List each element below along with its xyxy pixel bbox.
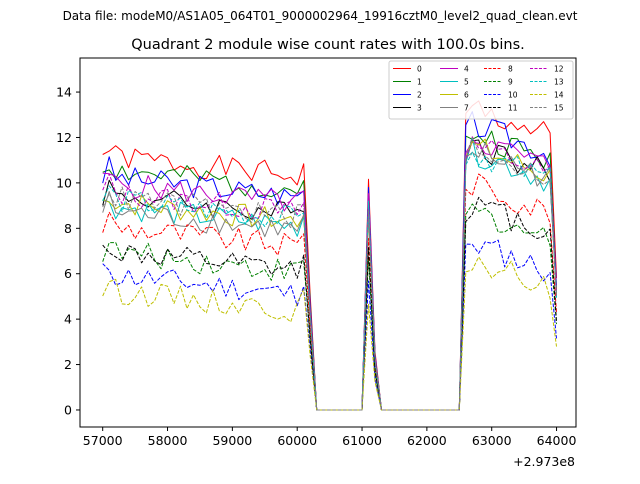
legend-label-1: 1: [417, 78, 422, 87]
series-line-14: [102, 256, 557, 411]
x-tick-label: 58000: [148, 433, 188, 448]
x-tick-label: 64000: [537, 433, 577, 448]
x-offset-label: +2.973e8: [513, 454, 575, 469]
y-tick-label: 4: [64, 312, 72, 327]
figure-suptitle: Data file: modeM0/AS1A05_064T01_90000029…: [63, 9, 578, 23]
chart-title: Quadrant 2 module wise count rates with …: [131, 37, 525, 53]
legend-label-13: 13: [554, 78, 564, 87]
series-line-5: [102, 137, 557, 411]
legend-label-2: 2: [417, 91, 422, 100]
x-axis: 57000 58000 59000 60000 61000 62000 63000 64000: [83, 427, 577, 448]
y-tick-label: 10: [56, 175, 72, 190]
legend-box: [388, 60, 574, 120]
y-tick-label: 12: [56, 130, 72, 145]
y-tick-label: 8: [64, 221, 72, 236]
y-tick-label: 6: [64, 266, 72, 281]
series-line-9: [102, 203, 557, 411]
legend-label-6: 6: [464, 91, 469, 100]
legend-label-7: 7: [464, 104, 469, 113]
series-line-6: [102, 138, 557, 411]
legend-label-5: 5: [464, 78, 469, 87]
legend-label-15: 15: [554, 104, 564, 113]
legend-label-8: 8: [508, 65, 513, 74]
x-tick-label: 61000: [342, 433, 382, 448]
legend-label-4: 4: [464, 65, 469, 74]
series-line-7: [102, 142, 557, 411]
legend-label-3: 3: [417, 104, 422, 113]
series-line-2: [102, 111, 557, 411]
legend-label-14: 14: [554, 91, 564, 100]
series-line-15: [102, 137, 557, 411]
series-line-13: [102, 151, 557, 411]
series-line-3: [102, 139, 557, 411]
series-line-10: [102, 239, 557, 411]
series-line-11: [102, 196, 557, 411]
x-tick-label: 57000: [83, 433, 123, 448]
y-tick-label: 0: [64, 402, 72, 417]
y-axis: 0 2 4 6 8 10 12 14: [56, 85, 80, 417]
legend-label-11: 11: [508, 104, 518, 113]
y-tick-label: 2: [64, 357, 72, 372]
x-tick-label: 60000: [277, 433, 317, 448]
x-tick-label: 59000: [212, 433, 252, 448]
y-tick-label: 14: [56, 85, 72, 100]
legend-label-12: 12: [554, 65, 564, 74]
series-layer: [102, 100, 557, 411]
legend-label-9: 9: [508, 78, 513, 87]
series-line-8: [102, 173, 557, 411]
plot-frame: [79, 57, 577, 428]
x-tick-label: 62000: [407, 433, 447, 448]
x-tick-label: 63000: [472, 433, 512, 448]
legend-label-0: 0: [417, 65, 422, 74]
legend-label-10: 10: [508, 91, 518, 100]
